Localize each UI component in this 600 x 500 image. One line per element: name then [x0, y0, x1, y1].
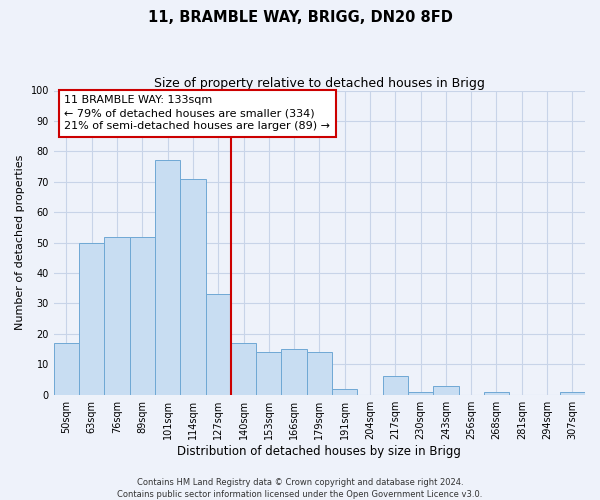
Title: Size of property relative to detached houses in Brigg: Size of property relative to detached ho… [154, 78, 485, 90]
Text: Contains HM Land Registry data © Crown copyright and database right 2024.
Contai: Contains HM Land Registry data © Crown c… [118, 478, 482, 499]
X-axis label: Distribution of detached houses by size in Brigg: Distribution of detached houses by size … [178, 444, 461, 458]
Bar [104, 236, 130, 394]
Bar [484, 392, 509, 394]
Bar [155, 160, 180, 394]
Bar [130, 236, 155, 394]
Bar [231, 343, 256, 394]
Y-axis label: Number of detached properties: Number of detached properties [15, 155, 25, 330]
Bar [79, 242, 104, 394]
Bar [206, 294, 231, 394]
Bar [54, 343, 79, 394]
Bar [332, 388, 358, 394]
Text: 11 BRAMBLE WAY: 133sqm
← 79% of detached houses are smaller (334)
21% of semi-de: 11 BRAMBLE WAY: 133sqm ← 79% of detached… [64, 95, 331, 132]
Bar [433, 386, 458, 394]
Bar [256, 352, 281, 395]
Bar [408, 392, 433, 394]
Bar [180, 178, 206, 394]
Text: 11, BRAMBLE WAY, BRIGG, DN20 8FD: 11, BRAMBLE WAY, BRIGG, DN20 8FD [148, 10, 452, 25]
Bar [281, 349, 307, 395]
Bar [383, 376, 408, 394]
Bar [560, 392, 585, 394]
Bar [307, 352, 332, 395]
